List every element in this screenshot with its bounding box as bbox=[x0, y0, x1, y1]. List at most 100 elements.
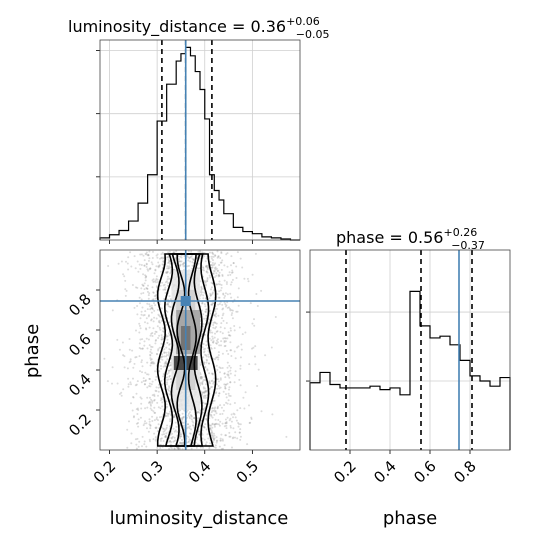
scatter-point bbox=[170, 441, 173, 444]
scatter-point bbox=[211, 407, 214, 409]
scatter-point bbox=[154, 268, 157, 271]
scatter-point bbox=[182, 415, 185, 418]
scatter-point bbox=[165, 426, 168, 429]
scatter-point bbox=[155, 416, 158, 419]
scatter-point bbox=[164, 435, 167, 438]
scatter-point bbox=[224, 418, 227, 421]
scatter-point bbox=[192, 424, 195, 427]
scatter-point bbox=[204, 260, 207, 263]
scatter-point bbox=[199, 280, 202, 283]
scatter-point bbox=[151, 401, 154, 404]
scatter-point bbox=[201, 251, 204, 254]
scatter-point bbox=[205, 441, 208, 444]
scatter-point bbox=[166, 270, 169, 273]
scatter-point bbox=[195, 438, 198, 441]
scatter-point bbox=[189, 256, 192, 258]
scatter-point bbox=[193, 416, 196, 419]
scatter-point bbox=[204, 347, 207, 350]
scatter-point bbox=[171, 435, 174, 438]
scatter-point bbox=[148, 314, 150, 317]
scatter-point bbox=[155, 427, 158, 430]
scatter-point bbox=[233, 413, 236, 416]
scatter-point bbox=[210, 303, 213, 306]
scatter-point bbox=[127, 385, 130, 388]
scatter-point bbox=[145, 253, 148, 256]
scatter-point bbox=[196, 411, 199, 414]
scatter-point bbox=[168, 440, 170, 443]
scatter-point bbox=[243, 277, 246, 280]
scatter-point bbox=[216, 407, 219, 410]
scatter-point bbox=[244, 391, 247, 394]
scatter-point bbox=[148, 423, 151, 426]
scatter-point bbox=[150, 362, 153, 365]
scatter-point bbox=[144, 383, 146, 386]
scatter-point bbox=[150, 345, 153, 348]
scatter-point bbox=[128, 361, 131, 364]
scatter-point bbox=[127, 377, 130, 380]
scatter-point bbox=[165, 271, 168, 274]
scatter-point bbox=[155, 265, 158, 268]
scatter-point bbox=[201, 382, 204, 385]
scatter-point bbox=[180, 260, 183, 263]
scatter-point bbox=[215, 322, 218, 325]
scatter-point bbox=[208, 318, 211, 321]
scatter-point bbox=[201, 391, 204, 394]
scatter-point bbox=[155, 339, 157, 341]
scatter-point bbox=[182, 416, 185, 419]
x-tick-label: 0.4 bbox=[185, 457, 215, 487]
panel-frame bbox=[99, 249, 301, 451]
scatter-point bbox=[228, 376, 231, 379]
scatter-point bbox=[211, 252, 214, 255]
scatter-point bbox=[228, 435, 231, 438]
scatter-point bbox=[210, 347, 213, 350]
scatter-point bbox=[168, 437, 171, 439]
scatter-point bbox=[232, 412, 235, 415]
scatter-point bbox=[157, 265, 160, 268]
scatter-point bbox=[202, 379, 205, 381]
scatter-point bbox=[200, 291, 203, 294]
scatter-point bbox=[142, 273, 145, 276]
scatter-point bbox=[204, 397, 207, 399]
scatter-point bbox=[135, 443, 138, 446]
scatter-point bbox=[154, 411, 157, 414]
scatter-point bbox=[148, 420, 151, 423]
scatter-point bbox=[216, 406, 219, 409]
scatter-point bbox=[204, 281, 207, 284]
scatter-point bbox=[129, 358, 132, 361]
scatter-point bbox=[135, 392, 138, 395]
scatter-point bbox=[186, 265, 189, 268]
scatter-point bbox=[168, 343, 171, 346]
scatter-point bbox=[225, 434, 227, 437]
scatter-point bbox=[191, 261, 194, 264]
scatter-point bbox=[148, 382, 151, 385]
scatter-point bbox=[144, 274, 147, 277]
scatter-point bbox=[226, 265, 229, 268]
scatter-point bbox=[147, 338, 150, 341]
scatter-point bbox=[137, 270, 140, 273]
scatter-point bbox=[189, 432, 192, 435]
scatter-point bbox=[201, 268, 204, 271]
scatter-point bbox=[200, 286, 203, 289]
scatter-point bbox=[254, 252, 257, 255]
scatter-point bbox=[187, 256, 190, 259]
scatter-point bbox=[198, 433, 201, 436]
scatter-point bbox=[140, 310, 143, 313]
scatter-point bbox=[173, 415, 176, 418]
scatter-point bbox=[202, 287, 205, 290]
scatter-point bbox=[153, 295, 156, 298]
scatter-point bbox=[222, 312, 225, 315]
scatter-point bbox=[163, 429, 166, 432]
scatter-point bbox=[203, 379, 206, 382]
scatter-point bbox=[168, 348, 171, 350]
scatter-point bbox=[224, 387, 227, 390]
scatter-point bbox=[216, 423, 219, 426]
scatter-point bbox=[205, 270, 208, 273]
scatter-point bbox=[162, 375, 165, 378]
scatter-point bbox=[149, 358, 152, 361]
scatter-point bbox=[202, 325, 205, 328]
scatter-point bbox=[143, 443, 146, 446]
scatter-point bbox=[166, 378, 169, 381]
scatter-point bbox=[217, 385, 220, 387]
scatter-point bbox=[165, 355, 168, 358]
scatter-point bbox=[172, 251, 175, 254]
